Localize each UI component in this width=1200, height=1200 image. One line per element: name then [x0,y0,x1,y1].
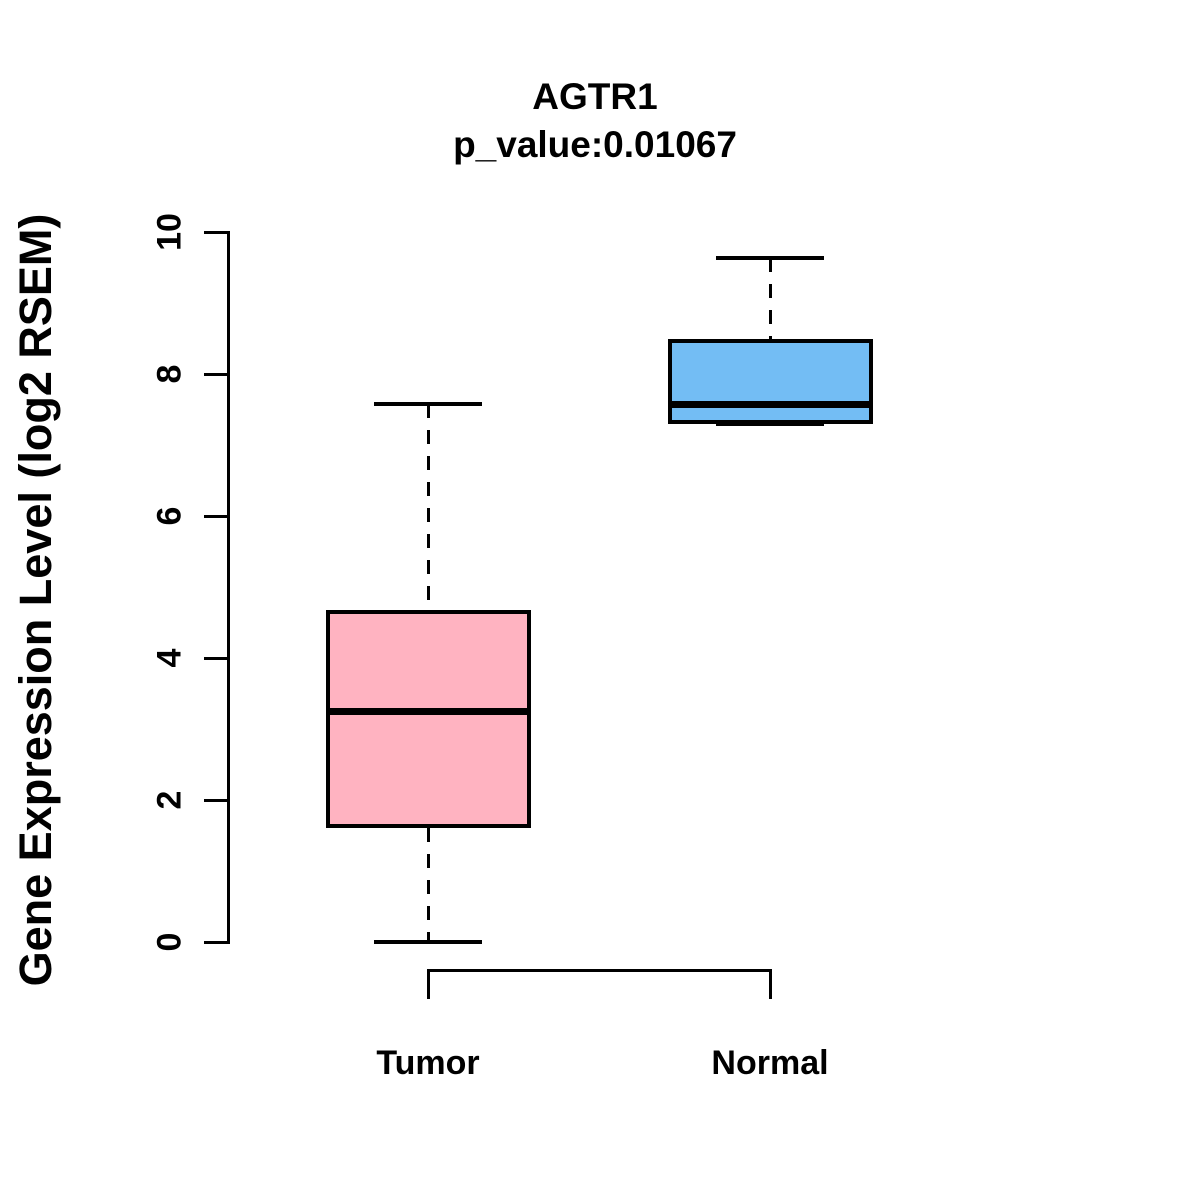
lower-whisker-line [426,828,430,942]
lower-whisker-cap [716,421,824,426]
y-tick-mark [204,656,230,660]
upper-whisker-cap [716,256,824,261]
box-normal [667,339,873,424]
median-line [325,708,531,716]
upper-whisker-cap [374,401,482,406]
y-axis-line [227,231,230,944]
y-tick-label: 2 [150,790,189,810]
y-tick-label: 4 [150,648,189,668]
y-tick-label: 6 [150,506,189,526]
chart-title: AGTR1 [532,76,658,117]
x-axis-tick [768,969,772,999]
x-axis-line [428,969,770,972]
y-tick-label: 8 [150,364,189,384]
chart-subtitle: p_value:0.01067 [453,124,737,165]
y-tick-label: 10 [150,213,189,251]
lower-whisker-cap [374,940,482,944]
category-label-normal: Normal [711,1044,829,1082]
box-tumor [325,609,531,829]
upper-whisker-line [768,258,772,340]
y-tick-label: 0 [150,932,189,952]
y-tick-mark [204,514,230,518]
upper-whisker-line [426,403,430,610]
y-tick-mark [204,940,230,944]
median-line [667,401,873,409]
y-axis-label: Gene Expression Level (log2 RSEM) [10,213,61,987]
category-label-tumor: Tumor [376,1044,480,1082]
x-axis-tick [426,969,430,999]
y-tick-mark [204,798,230,802]
y-tick-mark [204,230,230,234]
y-tick-mark [204,372,230,376]
